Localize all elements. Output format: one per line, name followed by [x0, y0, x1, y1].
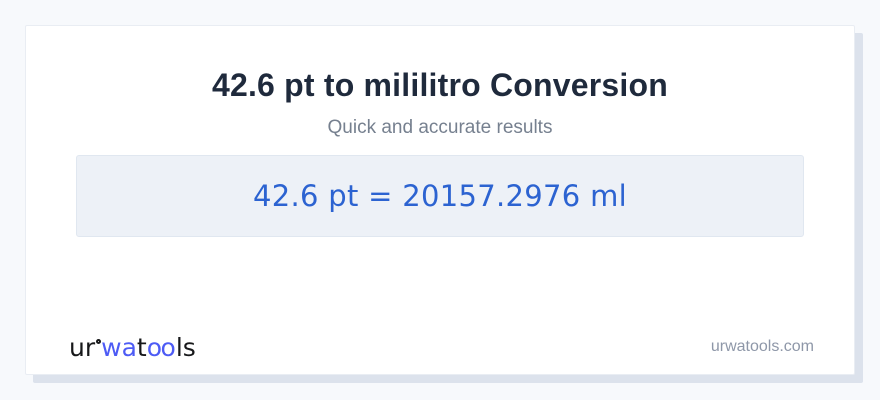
- conversion-result: 42.6 pt = 20157.2976 ml: [252, 179, 627, 213]
- logo-part-wa: wa: [101, 332, 137, 362]
- logo-ring-icon: [96, 338, 102, 344]
- logo-part-t: t: [136, 332, 147, 362]
- page-title: 42.6 pt to mililitro Conversion: [211, 67, 669, 103]
- result-box: 42.6 pt = 20157.2976 ml: [76, 155, 804, 237]
- brand-logo[interactable]: ur watools: [69, 332, 196, 362]
- card-footer: ur watools urwatools.com: [69, 332, 814, 362]
- page-subtitle: Quick and accurate results: [327, 117, 553, 138]
- logo-glasses-oo-icon: oo: [146, 332, 176, 362]
- site-domain: urwatools.com: [710, 338, 814, 356]
- conversion-card: 42.6 pt to mililitro Conversion Quick an…: [25, 25, 855, 375]
- logo-part-ls: ls: [175, 332, 196, 362]
- logo-part-ur: ur: [69, 332, 96, 362]
